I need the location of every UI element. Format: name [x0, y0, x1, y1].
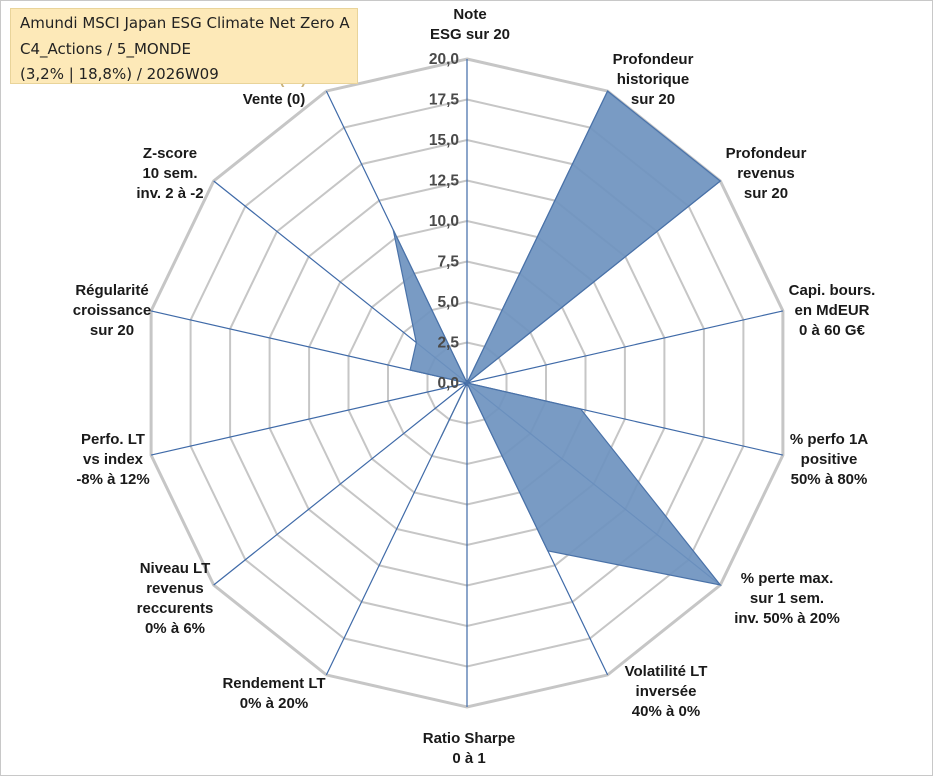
radar-series: [392, 90, 722, 586]
axis-label-6-line-0: Volatilité LT: [625, 663, 708, 680]
axis-label-3: Capi. bours. en MdEUR 0 à 60 G€: [789, 282, 876, 339]
title-category: C4_Actions / 5_MONDE: [20, 40, 191, 58]
spoke-3: [466, 310, 784, 384]
axis-label-1-line-0: Profondeur: [613, 51, 694, 68]
axis-label-1: Profondeur historique sur 20: [613, 51, 694, 108]
axis-label-5-line-1: sur 1 sem.: [750, 590, 824, 607]
spoke-9: [213, 382, 468, 586]
tick-label-4: 10,0: [429, 213, 459, 230]
axis-label-2-line-2: sur 20: [744, 185, 788, 202]
tick-label-2: 5,0: [437, 294, 459, 311]
axis-label-5-line-2: inv. 50% à 20%: [734, 610, 840, 627]
axis-label-1-line-1: historique: [617, 71, 690, 88]
axis-label-12-line-2: inv. 2 à -2: [136, 185, 203, 202]
tick-label-8: 20,0: [429, 51, 459, 68]
axis-label-2-line-1: revenus: [737, 165, 795, 182]
axis-label-6: Volatilité LT inversée 40% à 0%: [625, 663, 708, 720]
spoke-10: [150, 382, 468, 456]
axis-label-1-line-2: sur 20: [631, 91, 675, 108]
axis-label-3-line-0: Capi. bours.: [789, 282, 876, 299]
axis-label-0: Note ESG sur 20: [430, 6, 510, 43]
axis-label-9-line-0: Niveau LT: [140, 560, 211, 577]
axis-label-3-line-1: en MdEUR: [795, 302, 870, 319]
axis-label-10-line-0: Perfo. LT: [81, 431, 145, 448]
axis-label-7-line-0: Ratio Sharpe: [423, 730, 516, 747]
title-stats: (3,2% | 18,8%) / 2026W09: [20, 65, 219, 83]
axis-label-6-line-2: 40% à 0%: [632, 703, 700, 720]
axis-label-3-line-2: 0 à 60 G€: [799, 322, 866, 339]
axis-label-5-line-0: % perte max.: [741, 570, 834, 587]
tick-label-5: 12,5: [429, 173, 460, 190]
axis-label-11-line-2: sur 20: [90, 322, 134, 339]
title-box: Amundi MSCI Japan ESG Climate Net Zero A…: [10, 8, 358, 84]
axis-label-4: % perfo 1A positive 50% à 80%: [790, 431, 869, 488]
radar-axis-labels: Note ESG sur 20 Profondeur historique sur 20…: [73, 6, 876, 767]
axis-label-8: Rendement LT 0% à 20%: [222, 675, 325, 712]
axis-label-7: Ratio Sharpe 0 à 1: [423, 730, 516, 767]
axis-label-13-line-2: Vente (0): [243, 91, 306, 108]
axis-label-9-line-1: revenus: [146, 580, 204, 597]
tick-label-1: 2,5: [437, 335, 459, 352]
axis-label-2: Profondeur revenus sur 20: [726, 145, 807, 202]
axis-label-10: Perfo. LT vs index -8% à 12%: [76, 431, 149, 488]
axis-label-11-line-1: croissance: [73, 302, 151, 319]
series-area: [392, 90, 722, 586]
axis-label-12-line-1: 10 sem.: [142, 165, 197, 182]
axis-label-10-line-1: vs index: [83, 451, 144, 468]
axis-label-4-line-1: positive: [801, 451, 858, 468]
tick-label-7: 17,5: [429, 92, 460, 109]
axis-label-9-line-3: 0% à 6%: [145, 620, 205, 637]
axis-label-2-line-0: Profondeur: [726, 145, 807, 162]
axis-label-9: Niveau LT revenus reccurents 0% à 6%: [137, 560, 214, 637]
axis-label-9-line-2: reccurents: [137, 600, 214, 617]
radar-tick-labels: 0,0 2,5 5,0 7,5 10,0 12,5 15,0 17,5 20,0: [429, 51, 460, 392]
axis-label-0-line-1: ESG sur 20: [430, 26, 510, 43]
axis-label-12-line-0: Z-score: [143, 145, 197, 162]
axis-label-6-line-1: inversée: [636, 683, 697, 700]
axis-label-11-line-0: Régularité: [75, 282, 148, 299]
axis-label-0-line-0: Note: [453, 6, 486, 23]
axis-label-7-line-1: 0 à 1: [452, 750, 485, 767]
tick-label-6: 15,0: [429, 132, 459, 149]
axis-label-8-line-0: Rendement LT: [222, 675, 325, 692]
axis-label-4-line-2: 50% à 80%: [791, 471, 868, 488]
axis-label-5: % perte max. sur 1 sem. inv. 50% à 20%: [734, 570, 840, 627]
tick-label-0: 0,0: [437, 375, 459, 392]
axis-label-8-line-1: 0% à 20%: [240, 695, 308, 712]
axis-label-10-line-2: -8% à 12%: [76, 471, 149, 488]
tick-label-3: 7,5: [437, 254, 459, 271]
axis-label-12: Z-score 10 sem. inv. 2 à -2: [136, 145, 203, 202]
axis-label-11: Régularité croissance sur 20: [73, 282, 151, 339]
axis-label-4-line-0: % perfo 1A: [790, 431, 869, 448]
title-fund-name: Amundi MSCI Japan ESG Climate Net Zero A: [20, 14, 350, 32]
